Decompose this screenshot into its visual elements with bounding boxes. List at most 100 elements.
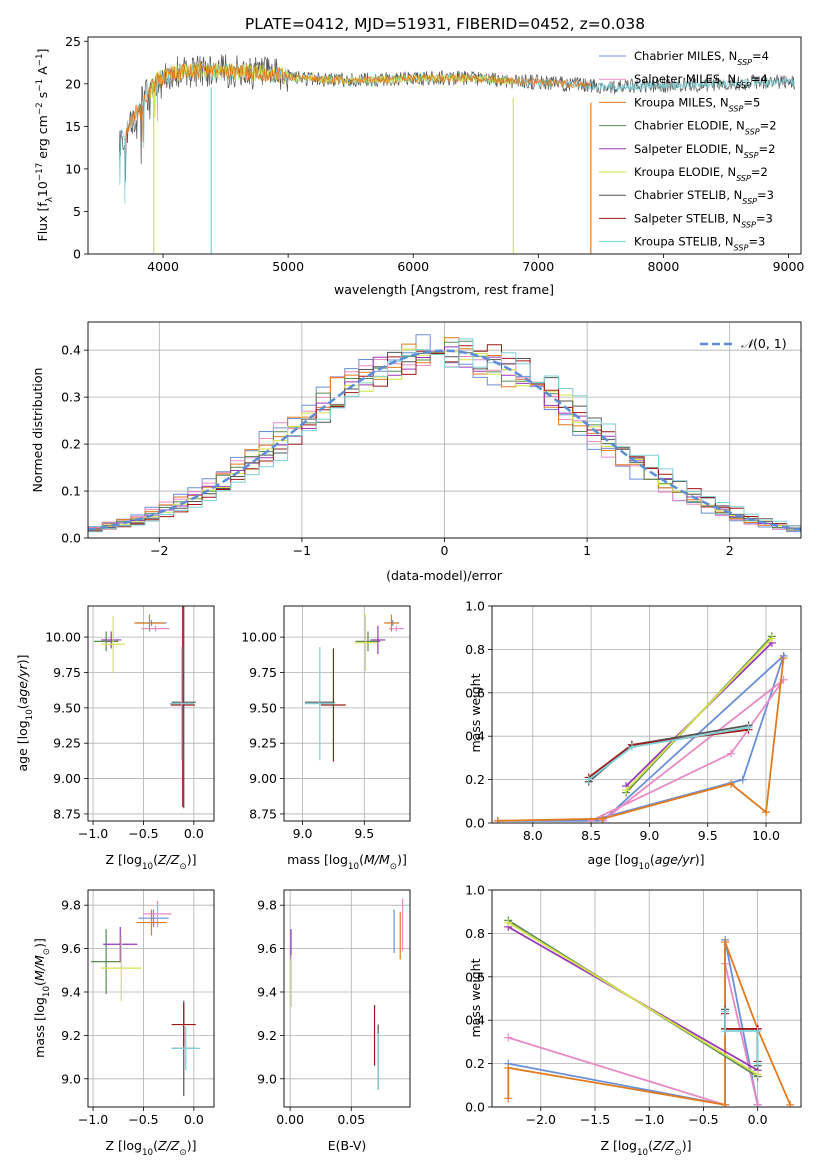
y-tick-label: 0.2 [465,772,485,787]
spectrum-ylabel: Flux [fλ10−17 erg cm−2 s−1 A−1] [35,49,55,242]
residual-panel-plot [88,334,801,533]
spectrum-panel: 4000 5000 6000 7000 8000 9000 0 5 10 15 20 25 Flux [… [35,34,804,297]
weight-line [724,1011,759,1064]
y-tick-label: 1.0 [465,883,485,898]
y-tick-label: 0.4 [61,343,81,358]
x-tick-label: 5000 [272,259,304,274]
weight-marker [762,808,771,817]
x-tick-label: −1.5 [580,1112,610,1127]
histogram-series [88,338,801,533]
weight-marker [786,1100,795,1107]
age-mass-panel-frame [283,605,411,822]
weight-marker [721,938,730,947]
histogram-series [88,348,801,531]
x-tick-label: −0.5 [128,826,158,841]
weight-marker [753,1027,762,1036]
weight-marker [779,654,788,663]
legend-entry: Kroupa MILES, NSSP=5 [634,95,760,113]
weight-marker [622,786,631,795]
residual-ylabel: Normed distribution [30,368,45,493]
y-tick-label: 9.0 [61,1071,81,1086]
y-tick-label: 9.50 [53,700,81,715]
y-tick-label: 25 [65,34,81,49]
gaussian-curve [88,349,801,532]
x-tick-label: −1.0 [78,1112,108,1127]
weight-marker [627,743,636,752]
weight-age-panel-grid [492,605,801,824]
mass-z-panel-plot [91,900,200,1097]
weight-marker [584,775,593,784]
age-z-ylabel: age [log10(age/yr)] [15,654,35,771]
legend-entry: Salpeter MILES, NSSP=4 [634,72,768,90]
y-tick-label: 0 [73,247,81,262]
weight-z-panel: −2.0 −1.5 −1.0 −0.5 0.0 0.0 0.2 0.4 0.6 0.8 1.0 mas… [465,883,802,1158]
weight-marker [738,775,747,784]
y-tick-label: 9.2 [61,1028,81,1043]
x-tick-label: 0.0 [184,1112,204,1127]
x-tick-label: 10.0 [752,828,780,843]
legend-entry: 𝒩(0, 1) [741,336,787,351]
y-tick-label: 9.25 [53,736,81,751]
y-tick-label: 8.75 [249,806,277,821]
y-tick-label: 9.50 [249,700,277,715]
x-tick-label: 7000 [522,259,554,274]
weight-marker [721,1007,730,1016]
legend-entry: Kroupa STELIB, NSSP=3 [634,235,765,253]
y-tick-label: 8.75 [53,806,81,821]
residual-panel-frame [87,321,802,539]
age-mass-panel-grid [284,606,410,821]
y-tick-label: 9.8 [257,898,277,913]
weight-line [590,679,785,822]
weight-marker [767,634,776,643]
x-tick-label: 0.05 [337,1112,365,1127]
x-tick-label: 1 [583,543,591,558]
y-tick-label: 10 [65,161,81,176]
y-tick-label: 1.0 [465,599,485,614]
y-tick-label: 5 [73,204,81,219]
age-mass-panel: 9.0 9.5 8.75 9.00 9.25 9.50 9.75 10.00 mass [log… [241,605,411,872]
x-tick-label: −0.5 [688,1112,718,1127]
legend-entry: Salpeter ELODIE, NSSP=2 [634,142,775,160]
mass-z-panel: −1.0 −0.5 0.0 9.0 9.2 9.4 9.6 9.8 mass [log10(M/… [32,889,215,1158]
spectrum-line [150,62,514,132]
mass-z-xlabel: Z [log10(Z/Z⊙)] [106,1138,197,1158]
y-tick-label: 9.25 [249,736,277,751]
legend-entry: Chabrier ELODIE, NSSP=2 [634,119,777,137]
age-mass-xlabel: mass [log10(M/M⊙)] [287,852,407,872]
legend-entry: Chabrier MILES, NSSP=4 [634,49,769,67]
y-tick-label: 9.75 [249,665,277,680]
y-tick-label: 0.4 [465,729,485,744]
y-tick-label: 0.3 [61,390,81,405]
y-tick-label: 9.0 [257,1071,277,1086]
spectrum-line [125,61,592,143]
weight-marker [493,816,502,823]
y-tick-label: 9.8 [61,898,81,913]
x-tick-label: 0 [441,543,449,558]
y-tick-label: 0.2 [465,1056,485,1071]
x-tick-label: 0.0 [748,1112,768,1127]
weight-line [508,939,759,1106]
y-tick-label: 0.8 [465,926,485,941]
x-tick-label: 9.0 [639,828,659,843]
x-tick-label: −1 [293,543,311,558]
spectrum-panel-plot [118,54,796,254]
y-tick-label: 9.6 [61,941,81,956]
x-tick-label: 9000 [773,259,805,274]
x-tick-label: −2.0 [526,1112,556,1127]
weight-marker [744,723,753,732]
weight-marker [727,749,736,758]
spectrum-panel-frame [87,36,802,255]
weight-z-panel-frame [491,889,802,1108]
weight-marker [504,1033,513,1042]
y-tick-label: 9.2 [257,1028,277,1043]
weight-age-panel: 8.0 8.5 9.0 9.5 10.0 0.0 0.2 0.4 0.6 0.8 1.0 mass w… [465,599,802,872]
age-z-panel: −1.0 −0.5 0.0 8.75 9.00 9.25 9.50 9.75 10.00 age … [15,605,215,872]
age-z-panel-grid [88,606,214,821]
weight-age-xlabel: age [log10(age/yr)] [587,852,704,872]
weight-line [507,921,759,1076]
weight-marker [598,814,607,823]
legend-entry: Kroupa ELODIE, NSSP=2 [634,165,768,183]
x-tick-label: 4000 [147,259,179,274]
y-tick-label: 0.0 [465,1100,485,1115]
y-tick-label: 9.75 [53,665,81,680]
